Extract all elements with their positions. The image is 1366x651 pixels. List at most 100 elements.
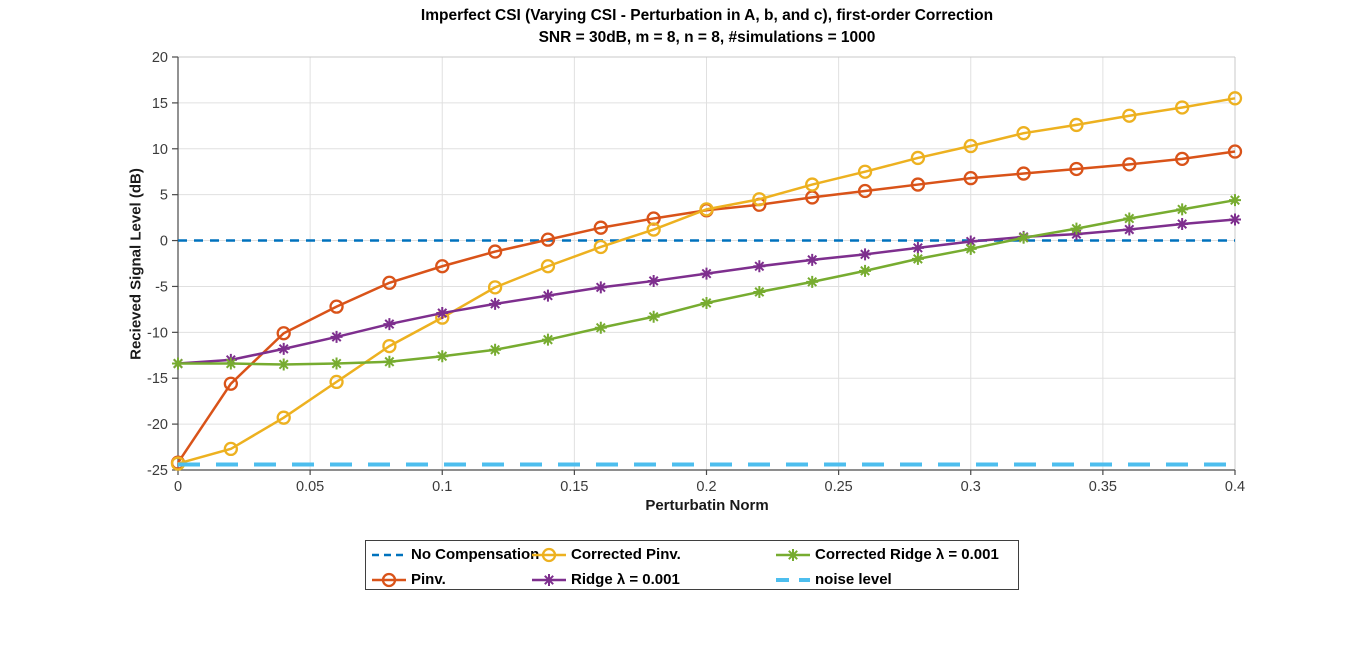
y-tick-label: -25	[147, 463, 168, 479]
circle-marker	[540, 259, 556, 274]
legend-entry-corrected_pinv: Corrected Pinv.	[530, 542, 774, 567]
asterisk-marker	[224, 357, 237, 370]
chart-title-line2: SNR = 30dB, m = 8, n = 8, #simulations =…	[538, 29, 876, 46]
circle-marker	[910, 150, 926, 166]
circle-marker	[1175, 151, 1190, 167]
legend-sample-no_compensation	[372, 553, 406, 556]
circle-marker	[1069, 161, 1084, 177]
circle-marker	[381, 572, 397, 587]
asterisk-marker	[753, 285, 766, 298]
asterisk-marker	[541, 333, 554, 346]
asterisk-marker	[1123, 223, 1136, 236]
circle-marker	[487, 280, 503, 295]
circle-marker	[963, 170, 978, 186]
y-tick-label: -15	[147, 371, 168, 387]
circle-marker	[910, 177, 926, 192]
legend-label-corrected_pinv: Corrected Pinv.	[571, 546, 681, 563]
circle-marker	[223, 441, 239, 457]
circle-marker	[1016, 126, 1031, 141]
circle-marker	[276, 410, 291, 425]
circle-marker	[329, 299, 344, 314]
circle-marker	[857, 183, 873, 199]
circle-marker	[593, 220, 608, 235]
x-tick-label: 0.1	[432, 479, 452, 495]
circle-marker	[435, 259, 450, 274]
y-tick-label: -20	[147, 417, 168, 433]
asterisk-marker	[911, 241, 924, 254]
asterisk-marker	[700, 296, 713, 309]
circle-marker	[541, 547, 557, 562]
asterisk-marker	[436, 350, 449, 363]
asterisk-marker	[911, 252, 924, 265]
circle-marker	[646, 222, 661, 237]
asterisk-marker	[1070, 222, 1083, 235]
chart-title-line1: Imperfect CSI (Varying CSI - Perturbatio…	[420, 7, 994, 24]
circle-marker	[487, 244, 503, 259]
y-tick-label: -5	[155, 279, 168, 295]
plot-canvas: 0 0.05 0.1 0.15 0.2 0.25 0.3 0.35 0.4 -25 -20 -15 -1…	[147, 50, 1245, 495]
legend-label-pinv: Pinv.	[411, 571, 446, 588]
y-tick-label: 10	[152, 142, 168, 158]
asterisk-marker	[541, 289, 554, 302]
circle-marker	[1122, 108, 1137, 123]
asterisk-marker	[383, 355, 396, 368]
y-tick-label: 5	[160, 188, 168, 204]
asterisk-marker	[543, 573, 555, 586]
x-tick-label: 0.25	[825, 479, 853, 495]
asterisk-marker	[436, 307, 449, 320]
y-tick-label: 15	[152, 96, 168, 112]
asterisk-marker	[277, 358, 290, 371]
circle-marker	[963, 138, 978, 154]
chart-title: Imperfect CSI (Varying CSI - Perturbatio…	[178, 5, 1236, 49]
circle-marker	[805, 177, 820, 192]
series-line-corrected_pinv	[177, 97, 1236, 465]
legend-sample-corrected_pinv	[532, 547, 566, 562]
asterisk-marker	[647, 274, 660, 287]
series-corrected_ridge	[172, 194, 1241, 371]
asterisk-marker	[489, 297, 502, 310]
asterisk-marker	[383, 318, 396, 331]
asterisk-marker	[277, 342, 290, 355]
x-axis-label: Perturbatin Norm	[645, 497, 769, 514]
legend-sample-corrected_ridge	[776, 548, 810, 561]
asterisk-marker	[594, 321, 607, 334]
x-tick-label: 0.35	[1089, 479, 1117, 495]
y-tick-label: 20	[152, 50, 168, 66]
circle-marker	[382, 275, 397, 290]
asterisk-marker	[964, 242, 977, 255]
circle-marker	[593, 239, 608, 255]
asterisk-marker	[859, 264, 872, 277]
legend-entry-noise_level: noise level	[774, 567, 1016, 592]
legend-sample-noise_level	[776, 577, 810, 582]
legend-sample-pinv	[372, 572, 406, 587]
asterisk-marker	[1123, 212, 1136, 225]
legend-label-ridge: Ridge λ = 0.001	[571, 571, 680, 588]
legend-entry-no_compensation: No Compensation	[370, 542, 539, 567]
asterisk-marker	[330, 357, 343, 370]
circle-marker	[1227, 91, 1243, 106]
asterisk-marker	[594, 281, 607, 294]
asterisk-marker	[859, 248, 872, 261]
y-tick-label: 0	[160, 234, 168, 250]
asterisk-marker	[330, 330, 343, 343]
asterisk-marker	[1229, 194, 1241, 207]
asterisk-marker	[1017, 231, 1030, 244]
circle-marker	[1227, 144, 1243, 159]
asterisk-marker	[489, 343, 502, 356]
x-tick-label: 0	[174, 479, 182, 495]
circle-marker	[223, 376, 239, 391]
x-tick-label: 0.05	[296, 479, 324, 495]
circle-marker	[1069, 117, 1084, 133]
asterisk-marker	[1229, 213, 1241, 226]
legend-label-no_compensation: No Compensation	[411, 546, 540, 563]
circle-marker	[329, 374, 344, 390]
x-tick-label: 0.4	[1225, 479, 1245, 495]
circle-marker	[857, 164, 873, 179]
circle-marker	[382, 338, 397, 354]
legend-entry-pinv: Pinv.	[370, 567, 530, 592]
asterisk-marker	[806, 253, 819, 266]
legend-entry-ridge: Ridge λ = 0.001	[530, 567, 774, 592]
asterisk-marker	[753, 260, 766, 273]
asterisk-marker	[172, 357, 184, 370]
asterisk-marker	[787, 548, 799, 561]
